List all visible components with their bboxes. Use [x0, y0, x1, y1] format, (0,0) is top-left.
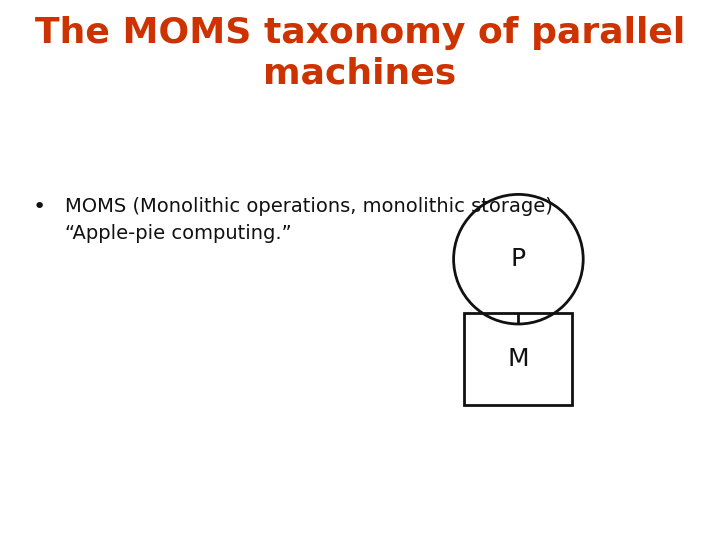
Bar — [464, 313, 572, 405]
Text: P: P — [510, 247, 526, 271]
Text: M: M — [508, 347, 529, 371]
Text: MOMS (Monolithic operations, monolithic storage)
“Apple-pie computing.”: MOMS (Monolithic operations, monolithic … — [65, 197, 553, 242]
Text: •: • — [32, 197, 45, 217]
Text: The MOMS taxonomy of parallel
machines: The MOMS taxonomy of parallel machines — [35, 16, 685, 91]
